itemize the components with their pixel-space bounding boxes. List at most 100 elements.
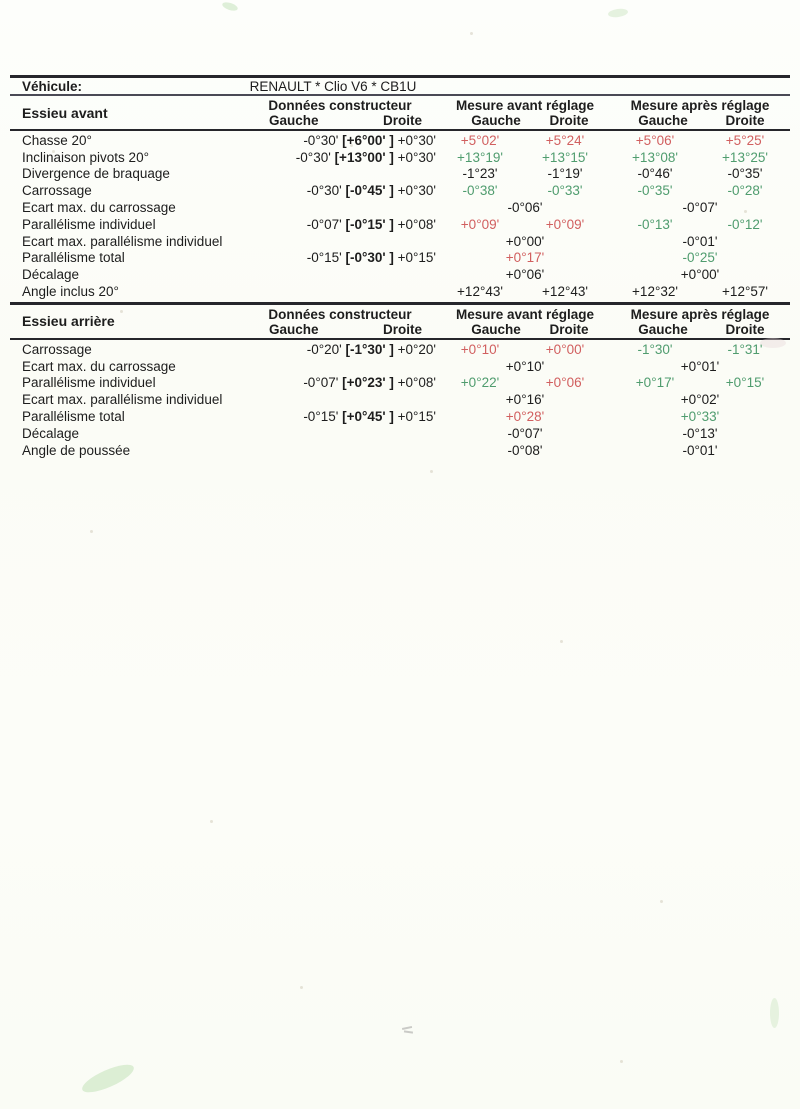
table-row: Carrossage -0°30' [-0°45' ] +0°30' -0°38' -… bbox=[10, 182, 790, 199]
spec-min: -0°07' bbox=[306, 216, 342, 232]
table-row: Chasse 20° -0°30' [+6°00' ] +0°30' +5°02' +… bbox=[10, 132, 790, 149]
measurement-value: +0°10' bbox=[460, 341, 500, 357]
measurement-value: +0°17' bbox=[635, 375, 675, 391]
table-row: Angle inclus 20° +12°43' +12°43' +12°32' +12… bbox=[10, 283, 790, 300]
subheader-constructor-right: Droite bbox=[382, 321, 422, 337]
measurement-value: +0°22' bbox=[460, 375, 500, 391]
subheader-before-left: Gauche bbox=[471, 321, 521, 337]
spec-min: -0°15' bbox=[303, 409, 339, 425]
spec-nominal: [-0°30' ] bbox=[345, 250, 394, 266]
vehicle-value: RENAULT * Clio V6 * CB1U bbox=[249, 79, 417, 94]
measurement-value: -0°07' bbox=[682, 200, 718, 216]
subheader-constructor-left: Gauche bbox=[269, 321, 319, 337]
row-label: Ecart max. du carrossage bbox=[22, 358, 176, 374]
spec-nominal: [-0°45' ] bbox=[345, 183, 394, 199]
vehicle-row: Véhicule: RENAULT * Clio V6 * CB1U bbox=[10, 75, 790, 96]
spec-max: +0°20' bbox=[397, 341, 436, 357]
spec-range: -0°15' [+0°45' ] +0°15' bbox=[240, 409, 440, 424]
measurement-value: +0°33' bbox=[680, 409, 720, 425]
scan-smudge bbox=[770, 998, 779, 1028]
subheader-constructor-right: Droite bbox=[382, 113, 422, 128]
spec-range: -0°30' [+13°00' ] +0°30' bbox=[240, 150, 440, 165]
row-label: Ecart max. parallélisme individuel bbox=[22, 233, 223, 249]
scan-speck bbox=[430, 470, 433, 473]
measurement-value: -0°25' bbox=[682, 250, 718, 266]
measurement-value: -1°19' bbox=[547, 166, 583, 182]
table-row: Inclinaison pivots 20° -0°30' [+13°00' ] … bbox=[10, 149, 790, 166]
measurement-value: +12°32' bbox=[632, 284, 678, 300]
alignment-report-sheet: Véhicule: RENAULT * Clio V6 * CB1U Essie… bbox=[10, 75, 790, 459]
spec-min: -0°20' bbox=[306, 341, 342, 357]
measurement-value: -0°28' bbox=[727, 183, 763, 199]
vehicle-label: Véhicule: bbox=[22, 79, 83, 94]
spec-max: +0°30' bbox=[397, 183, 436, 199]
row-label: Angle de poussée bbox=[22, 442, 131, 458]
measurement-value: -1°30' bbox=[637, 341, 673, 357]
spec-max: +0°15' bbox=[397, 409, 436, 425]
subheader-after-left: Gauche bbox=[638, 321, 688, 337]
scan-speck bbox=[560, 640, 563, 643]
measurement-value: -0°12' bbox=[727, 216, 763, 232]
table-row: Parallélisme individuel -0°07' [+0°23' ] … bbox=[10, 375, 790, 392]
row-label: Parallélisme total bbox=[22, 250, 125, 266]
scan-speck bbox=[90, 530, 93, 533]
table-row: Parallélisme individuel -0°07' [-0°15' ] … bbox=[10, 216, 790, 233]
row-label: Ecart max. parallélisme individuel bbox=[22, 392, 223, 408]
measurement-value: +5°25' bbox=[725, 132, 765, 148]
rear-axle-title: Essieu arrière bbox=[22, 313, 115, 330]
table-row: Décalage +0°06' +0°00' bbox=[10, 266, 790, 283]
front-axle-title: Essieu avant bbox=[22, 104, 108, 121]
spec-min: -0°15' bbox=[306, 250, 342, 266]
table-row: Décalage -0°07' -0°13' bbox=[10, 425, 790, 442]
column-header-after: Mesure après réglage bbox=[630, 98, 770, 113]
measurement-value: +0°16' bbox=[505, 392, 545, 408]
column-header-constructor: Données constructeur bbox=[268, 98, 412, 113]
scan-speck bbox=[300, 986, 303, 989]
row-label: Chasse 20° bbox=[22, 132, 92, 148]
measurement-value: +0°02' bbox=[680, 392, 720, 408]
table-row: Ecart max. parallélisme individuel +0°00'… bbox=[10, 233, 790, 250]
measurement-value: +0°10' bbox=[505, 358, 545, 374]
measurement-value: +0°00' bbox=[680, 267, 720, 283]
row-label: Parallélisme individuel bbox=[22, 216, 156, 232]
spec-range: -0°07' [+0°23' ] +0°08' bbox=[240, 375, 440, 390]
column-header-before: Mesure avant réglage bbox=[455, 306, 595, 322]
spec-range: -0°07' [-0°15' ] +0°08' bbox=[240, 217, 440, 232]
measurement-value: -0°13' bbox=[682, 425, 718, 441]
measurement-value: +0°09' bbox=[545, 216, 585, 232]
measurement-value: +13°08' bbox=[632, 149, 678, 165]
spec-nominal: [-1°30' ] bbox=[345, 341, 394, 357]
measurement-value: +0°28' bbox=[505, 409, 545, 425]
front-axle-table: Essieu avant Données constructeur Mesure… bbox=[10, 96, 790, 300]
front-axle-rows: Chasse 20° -0°30' [+6°00' ] +0°30' +5°02' +… bbox=[10, 131, 790, 300]
measurement-value: -0°01' bbox=[682, 233, 718, 249]
row-label: Décalage bbox=[22, 425, 80, 441]
row-label: Ecart max. du carrossage bbox=[22, 200, 176, 216]
measurement-value: -0°38' bbox=[462, 183, 498, 199]
spec-nominal: [-0°15' ] bbox=[345, 216, 394, 232]
spec-range: -0°20' [-1°30' ] +0°20' bbox=[240, 342, 440, 357]
measurement-value: +0°17' bbox=[505, 250, 545, 266]
measurement-value: +0°09' bbox=[460, 216, 500, 232]
measurement-value: +0°00' bbox=[505, 233, 545, 249]
table-row: Carrossage -0°20' [-1°30' ] +0°20' +0°10' +… bbox=[10, 341, 790, 358]
table-row: Divergence de braquage -1°23' -1°19' -0°46'… bbox=[10, 166, 790, 183]
scan-smudge bbox=[78, 1059, 138, 1098]
table-row: Parallélisme total -0°15' [-0°30' ] +0°15… bbox=[10, 250, 790, 267]
measurement-value: +0°06' bbox=[545, 375, 585, 391]
measurement-value: +0°15' bbox=[725, 375, 765, 391]
table-row: Ecart max. du carrossage +0°10' +0°01' bbox=[10, 358, 790, 375]
spec-nominal: [+6°00' ] bbox=[342, 132, 394, 148]
front-axle-header: Essieu avant Données constructeur Mesure… bbox=[10, 96, 790, 131]
measurement-value: -0°08' bbox=[507, 442, 543, 458]
row-label: Parallélisme individuel bbox=[22, 375, 156, 391]
subheader-constructor-left: Gauche bbox=[269, 113, 319, 128]
subheader-after-right: Droite bbox=[725, 113, 765, 128]
measurement-value: -0°33' bbox=[547, 183, 583, 199]
rear-axle-rows: Carrossage -0°20' [-1°30' ] +0°20' +0°10' +… bbox=[10, 340, 790, 459]
scan-smudge bbox=[607, 7, 629, 19]
table-row: Parallélisme total -0°15' [+0°45' ] +0°15… bbox=[10, 408, 790, 425]
spec-range: -0°30' [+6°00' ] +0°30' bbox=[240, 133, 440, 148]
measurement-value: +13°19' bbox=[457, 149, 503, 165]
scan-smudge bbox=[221, 0, 239, 13]
